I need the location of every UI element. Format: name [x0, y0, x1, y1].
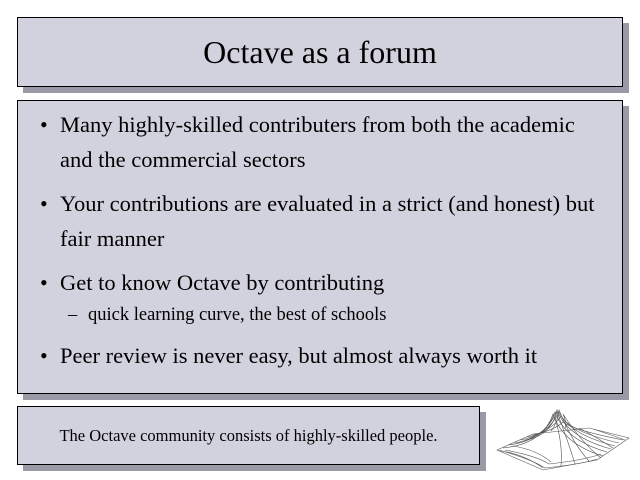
sub-bullet-text: quick learning curve, the best of school… [88, 305, 387, 325]
bullet-item: • Many highly-skilled contributers from … [38, 107, 612, 177]
bullet-text: Get to know Octave by contributing [60, 270, 385, 295]
bullet-dot-icon: • [40, 191, 48, 216]
bullet-text: Peer review is never easy, but almost al… [60, 343, 538, 368]
note-box: The Octave community consists of highly-… [17, 406, 480, 465]
sombrero-surface-plot-icon [496, 408, 630, 471]
title-box: Octave as a forum [17, 17, 623, 87]
note-text: The Octave community consists of highly-… [59, 425, 438, 445]
bullet-item: • Get to know Octave by contributing [38, 265, 612, 300]
bullet-item: • Your contributions are evaluated in a … [38, 186, 612, 256]
content-box: • Many highly-skilled contributers from … [17, 100, 623, 394]
bullet-text: Many highly-skilled contributers from bo… [60, 112, 575, 172]
bullet-dot-icon: • [40, 112, 48, 137]
bullet-dot-icon: • [40, 343, 48, 368]
bullet-dot-icon: • [40, 270, 48, 295]
bullet-text: Your contributions are evaluated in a st… [60, 191, 595, 251]
sub-bullet-item: – quick learning curve, the best of scho… [38, 300, 612, 330]
dash-icon: – [68, 305, 78, 325]
bullet-list: • Many highly-skilled contributers from … [38, 107, 612, 373]
bullet-item: • Peer review is never easy, but almost … [38, 338, 612, 373]
slide-title: Octave as a forum [203, 33, 437, 70]
